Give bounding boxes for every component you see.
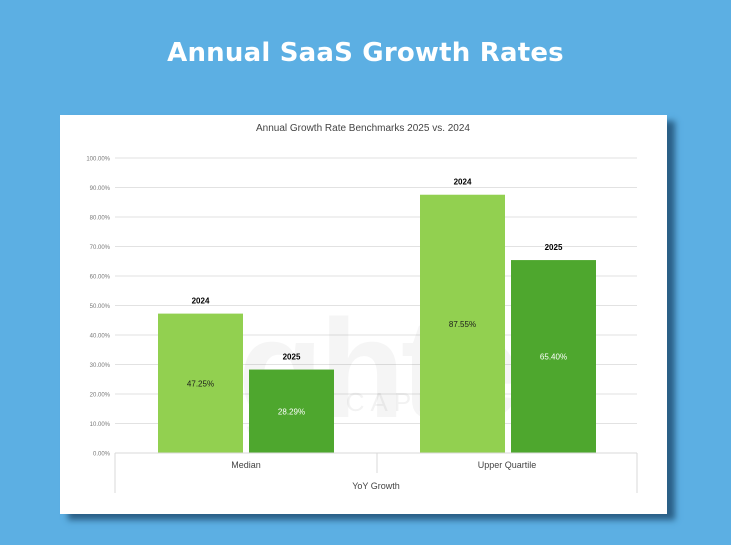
y-tick-label: 80.00%	[90, 216, 111, 222]
y-tick-label: 90.00%	[90, 186, 111, 192]
data-label: 28.29%	[278, 407, 305, 416]
category-label: Upper Quartile	[478, 460, 537, 470]
series-label: 2025	[283, 353, 301, 362]
y-tick-label: 40.00%	[90, 334, 111, 340]
bar-2025-median	[249, 369, 334, 453]
y-tick-label: 100.00%	[86, 157, 110, 163]
page-title: Annual SaaS Growth Rates	[167, 38, 564, 68]
y-tick-label: 10.00%	[90, 422, 111, 428]
data-label: 47.25%	[187, 379, 214, 388]
y-tick-label: 20.00%	[90, 393, 111, 399]
x-axis-title: YoY Growth	[352, 481, 400, 491]
bar-chart: Annual Growth Rate Benchmarks 2025 vs. 2…	[86, 123, 638, 493]
data-label: 65.40%	[540, 353, 567, 362]
y-tick-label: 0.00%	[93, 452, 111, 458]
category-label: Median	[231, 460, 261, 470]
series-label: 2025	[545, 243, 563, 252]
y-tick-label: 60.00%	[90, 275, 111, 281]
y-tick-label: 30.00%	[90, 363, 111, 369]
bar-2024-upper-quartile	[420, 194, 505, 453]
series-label: 2024	[454, 178, 472, 187]
y-tick-label: 50.00%	[90, 304, 111, 310]
bar-2025-upper-quartile	[511, 260, 596, 453]
chart-card: Annual Growth Rate Benchmarks 2025 vs. 2…	[60, 115, 667, 514]
y-tick-label: 70.00%	[90, 245, 111, 251]
chart-title: Annual Growth Rate Benchmarks 2025 vs. 2…	[256, 123, 470, 134]
data-label: 87.55%	[449, 320, 476, 329]
bar-2024-median	[158, 313, 243, 453]
series-label: 2024	[192, 297, 210, 306]
